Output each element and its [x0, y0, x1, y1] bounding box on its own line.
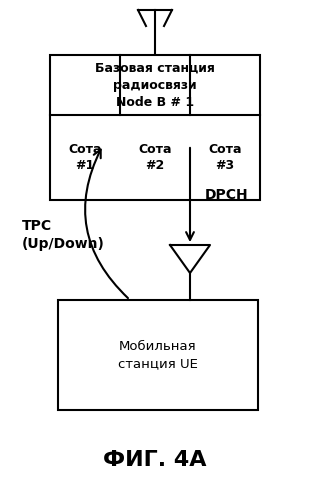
FancyArrowPatch shape [85, 150, 128, 298]
Bar [50, 55, 260, 200]
Text: Базовая станция
радиосвязи
Node B # 1: Базовая станция радиосвязи Node B # 1 [95, 61, 215, 108]
Text: Сота
#1: Сота #1 [68, 143, 102, 172]
Bar [58, 300, 258, 410]
Text: Мобильная
станция UE: Мобильная станция UE [118, 340, 198, 370]
Text: ФИГ. 4А: ФИГ. 4А [103, 450, 206, 470]
Text: Сота
#3: Сота #3 [208, 143, 242, 172]
Text: TPC
(Up/Down): TPC (Up/Down) [22, 220, 105, 250]
Text: DPCH: DPCH [205, 188, 249, 202]
Text: Сота
#2: Сота #2 [138, 143, 172, 172]
